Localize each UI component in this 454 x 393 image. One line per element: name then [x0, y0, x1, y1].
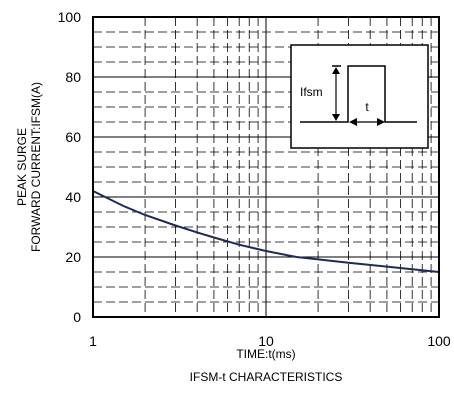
y-tick-label: 20 — [65, 249, 81, 265]
pulse-waveform — [300, 65, 417, 123]
x-tick-label: 1 — [89, 333, 97, 349]
y-tick-label: 80 — [65, 69, 81, 85]
x-tick-label: 100 — [427, 333, 451, 349]
y-tick-label: 100 — [58, 9, 82, 25]
inset-label-t: t — [365, 100, 369, 114]
series-layer — [92, 190, 440, 273]
y-tick-label: 0 — [73, 309, 81, 325]
inset-label-ifsm: Ifsm — [300, 85, 323, 99]
y-tick-label: 60 — [65, 129, 81, 145]
inset-box — [290, 44, 429, 149]
inset-diagram: Ifsm t — [290, 44, 429, 149]
amplitude-arrowhead-up — [332, 67, 340, 74]
y-axis-title-line1: PEAK SURGE — [15, 128, 29, 206]
plot-frame — [92, 16, 440, 318]
x-tick-label: 10 — [258, 333, 274, 349]
duration-arrowhead-right — [377, 118, 385, 126]
amplitude-arrowhead-down — [332, 114, 340, 121]
y-tick-label: 40 — [65, 189, 81, 205]
series-line — [92, 190, 440, 273]
y-axis-title-line2: FORWARD CURRENT:IFSM(A) — [29, 82, 43, 252]
tick-labels: 0 20 40 60 80 100 1 10 100 — [58, 9, 451, 349]
chart-title: IFSM-t CHARACTERISTICS — [190, 370, 343, 384]
x-axis-title: TIME:t(ms) — [236, 347, 295, 361]
duration-arrowhead-left — [349, 118, 357, 126]
